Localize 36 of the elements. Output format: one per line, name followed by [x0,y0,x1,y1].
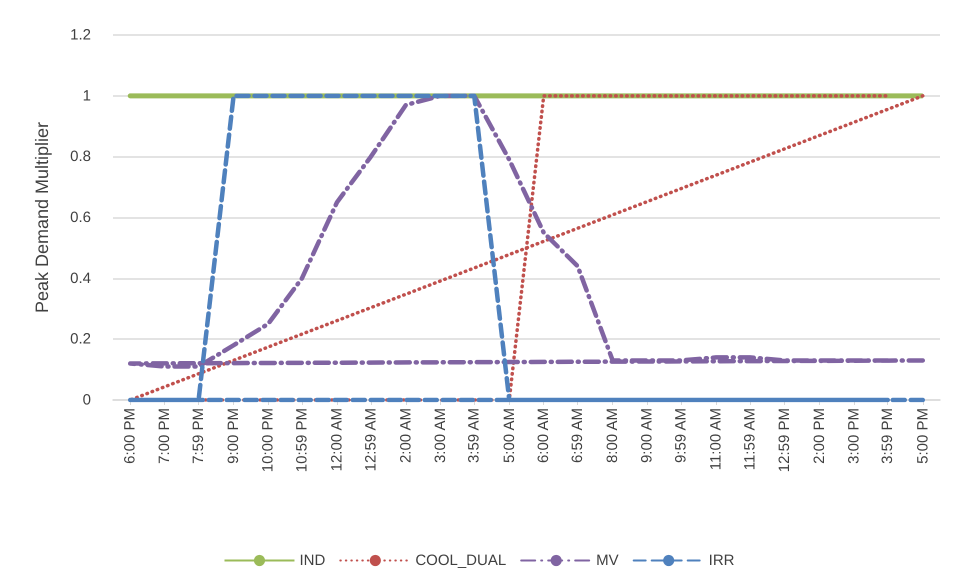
y-tick-label: 0.6 [70,209,91,226]
y-tick-label: 1 [82,87,91,104]
x-tick-label: 11:00 AM [708,408,725,470]
x-tick-label: 9:59 AM [672,408,690,464]
x-tick-label: 7:59 PM [190,408,208,464]
x-tick-label: 5:00 PM [914,408,932,464]
x-tick-label: 9:00 AM [638,408,656,464]
legend-label: IRR [708,552,735,569]
x-tick-label: 11:59 AM [741,408,758,470]
x-tick-label: 3:59 AM [466,408,483,464]
x-tick-label: 9:00 PM [225,408,242,464]
y-tick-label: 0.2 [70,330,91,348]
x-tick-label: 6:00 PM [122,408,139,464]
y-tick-label: 1.2 [70,26,91,44]
x-tick-label: 12:59 AM [362,408,380,472]
x-tick-label: 6:59 AM [569,408,586,464]
x-tick-label: 3:00 PM [845,408,862,464]
x-tick-label: 2:00 PM [810,408,828,464]
legend-label: IND [299,552,326,569]
y-tick-label: 0.4 [70,270,91,287]
x-tick-label: 8:00 AM [604,408,622,464]
x-tick-label: 10:59 PM [293,408,310,472]
x-tick-label: 2:00 AM [397,408,414,464]
x-tick-label: 3:59 PM [879,408,896,464]
legend-label: MV [596,552,619,569]
x-tick-label: 10:00 PM [260,408,277,472]
y-tick-label: 0 [82,392,91,408]
x-tick-label: 12:59 PM [776,408,793,472]
y-tick-label: 0.8 [70,148,91,166]
x-tick-label: 12:00 AM [328,408,346,472]
y-axis-title: Peak Demand Multiplier [32,122,52,314]
x-tick-label: 5:00 AM [500,408,518,464]
legend-label: COOL_DUAL [415,552,506,569]
x-tick-label: 3:00 AM [432,408,449,464]
x-tick-label: 7:00 PM [156,408,174,464]
x-tick-label: 6:00 AM [535,408,552,464]
